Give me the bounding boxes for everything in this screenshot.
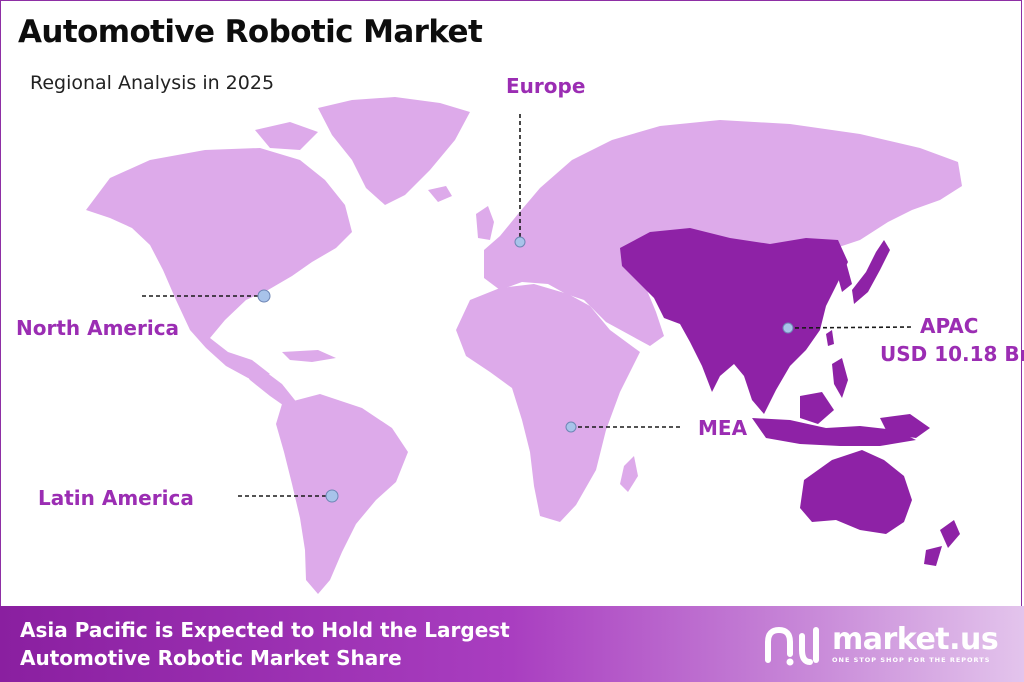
brand-logo: market.us ONE STOP SHOP FOR THE REPORTS [762,622,1002,668]
region-markers [257,236,794,503]
papua-shape [880,414,930,438]
iceland-shape [428,186,452,202]
madagascar-shape [620,456,638,492]
north-america-marker [257,289,271,303]
apac-highlight [620,228,960,566]
brand-name: market.us [832,622,999,657]
greenland-shape [318,97,470,205]
brand-tagline: ONE STOP SHOP FOR THE REPORTS [832,656,991,664]
market-us-logo-icon [765,626,819,666]
uk-shape [476,206,494,240]
europe-marker [514,236,526,248]
banner-headline-line1: Asia Pacific is Expected to Hold the Lar… [20,618,510,642]
apac-value: USD 10.18 Bn [880,342,1024,366]
page-title: Automotive Robotic Market [18,14,483,50]
philippines-shape [832,358,848,398]
banner-headline: Asia Pacific is Expected to Hold the Lar… [20,616,510,672]
base-landmass [86,97,962,594]
eurasia-shape [484,120,962,346]
mea-marker [565,421,577,433]
north-america-label: North America [16,316,180,340]
new-zealand-south-shape [924,546,942,566]
latin-america-label: Latin America [38,486,194,510]
indonesia-shape [752,418,916,446]
north-america-shape [86,148,352,378]
borneo-shape [800,392,834,424]
mea-label: MEA [698,416,748,440]
europe-label: Europe [506,74,586,98]
south-america-shape [276,394,408,594]
footer-banner: Asia Pacific is Expected to Hold the Lar… [0,606,1024,682]
leader-lines [142,114,913,497]
apac-marker [782,322,794,334]
apac-label: APAC [920,314,979,338]
page-subtitle: Regional Analysis in 2025 [30,72,275,94]
arctic-islands-shape [255,122,318,150]
japan-shape [852,240,890,304]
central-america-shape [232,358,298,410]
australia-shape [800,450,912,534]
new-zealand-shape [940,520,960,548]
banner-headline-line2: Automotive Robotic Market Share [20,646,402,670]
caribbean-shape [282,350,336,362]
africa-shape [456,284,640,522]
asia-mainland-shape [620,228,848,414]
latin-america-marker [325,489,339,503]
korea-shape [836,262,852,292]
taiwan-shape [826,330,834,346]
